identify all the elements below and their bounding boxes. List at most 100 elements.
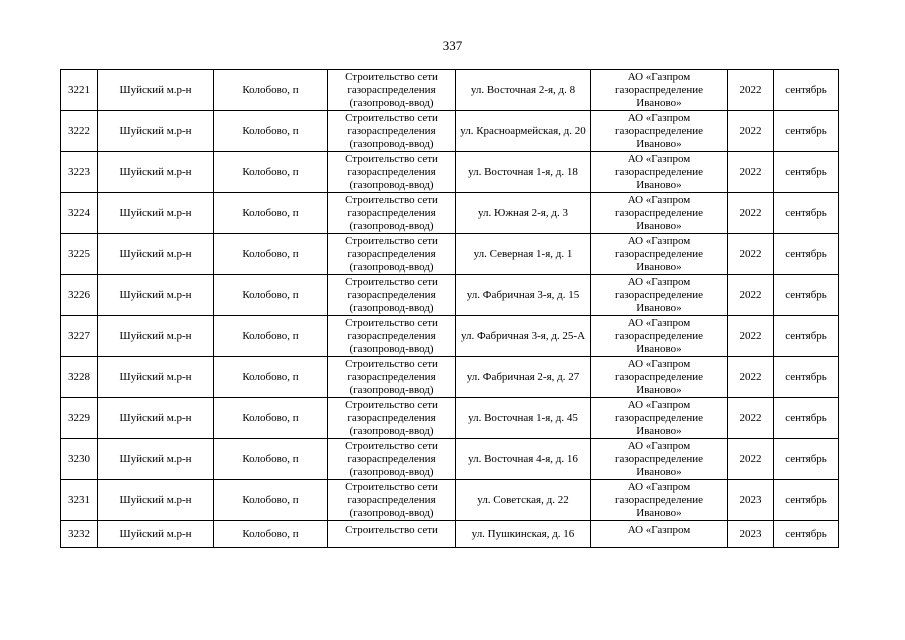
year-cell: 2022	[727, 397, 774, 439]
year-cell: 2022	[727, 192, 774, 234]
month-cell: сентябрь	[773, 520, 839, 548]
row-number: 3225	[60, 233, 98, 275]
month-cell: сентябрь	[773, 356, 839, 398]
work-type-cell: Строительство сети газораспределения (га…	[327, 151, 456, 193]
settlement-cell: Колобово, п	[213, 397, 328, 439]
organization-cell: АО «Газпром газораспределение Иваново»	[590, 274, 728, 316]
district-cell: Шуйский м.р-н	[97, 233, 214, 275]
address-cell: ул. Советская, д. 22	[455, 479, 591, 521]
month-cell: сентябрь	[773, 274, 839, 316]
address-cell: ул. Фабричная 3-я, д. 25-А	[455, 315, 591, 357]
year-cell: 2022	[727, 110, 774, 152]
year-cell: 2023	[727, 479, 774, 521]
year-cell: 2022	[727, 438, 774, 480]
work-type-cell: Строительство сети газораспределения (га…	[327, 110, 456, 152]
organization-cell: АО «Газпром газораспределение Иваново»	[590, 397, 728, 439]
district-cell: Шуйский м.р-н	[97, 356, 214, 398]
work-type-cell: Строительство сети газораспределения (га…	[327, 315, 456, 357]
work-type-cell: Строительство сети газораспределения (га…	[327, 397, 456, 439]
year-cell: 2022	[727, 151, 774, 193]
table-row: 3223 Шуйский м.р-н Колобово, п Строительств…	[60, 151, 839, 193]
row-number: 3221	[60, 69, 98, 111]
organization-cell: АО «Газпром газораспределение Иваново»	[590, 233, 728, 275]
month-cell: сентябрь	[773, 438, 839, 480]
table-row: 3221 Шуйский м.р-н Колобово, п Строительств…	[60, 69, 839, 111]
organization-cell: АО «Газпром газораспределение Иваново»	[590, 151, 728, 193]
district-cell: Шуйский м.р-н	[97, 69, 214, 111]
settlement-cell: Колобово, п	[213, 438, 328, 480]
year-cell: 2022	[727, 233, 774, 275]
table-row: 3231 Шуйский м.р-н Колобово, п Строительств…	[60, 479, 839, 521]
organization-cell: АО «Газпром газораспределение Иваново»	[590, 356, 728, 398]
row-number: 3226	[60, 274, 98, 316]
address-cell: ул. Восточная 4-я, д. 16	[455, 438, 591, 480]
work-type-cell: Строительство сети газораспределения (га…	[327, 274, 456, 316]
month-cell: сентябрь	[773, 479, 839, 521]
row-number: 3232	[60, 520, 98, 548]
work-type-cell: Строительство сети газораспределения (га…	[327, 356, 456, 398]
table-row: 3224 Шуйский м.р-н Колобово, п Строительств…	[60, 192, 839, 234]
settlement-cell: Колобово, п	[213, 151, 328, 193]
district-cell: Шуйский м.р-н	[97, 110, 214, 152]
organization-cell: АО «Газпром газораспределение Иваново»	[590, 110, 728, 152]
district-cell: Шуйский м.р-н	[97, 274, 214, 316]
organization-cell: АО «Газпром газораспределение Иваново»	[590, 479, 728, 521]
district-cell: Шуйский м.р-н	[97, 438, 214, 480]
organization-cell: АО «Газпром газораспределение Иваново»	[590, 192, 728, 234]
table-row: 3227 Шуйский м.р-н Колобово, п Строительств…	[60, 315, 839, 357]
year-cell: 2022	[727, 274, 774, 316]
work-type-cell: Строительство сети газораспределения (га…	[327, 192, 456, 234]
address-cell: ул. Восточная 1-я, д. 45	[455, 397, 591, 439]
table-row: 3230 Шуйский м.р-н Колобово, п Строительств…	[60, 438, 839, 480]
month-cell: сентябрь	[773, 69, 839, 111]
organization-cell: АО «Газпром газораспределение Иваново»	[590, 438, 728, 480]
organization-cell: АО «Газпром	[590, 520, 728, 548]
settlement-cell: Колобово, п	[213, 233, 328, 275]
row-number: 3222	[60, 110, 98, 152]
organization-cell: АО «Газпром газораспределение Иваново»	[590, 315, 728, 357]
address-cell: ул. Красноармейская, д. 20	[455, 110, 591, 152]
page-number: 337	[442, 38, 463, 53]
address-cell: ул. Северная 1-я, д. 1	[455, 233, 591, 275]
year-cell: 2022	[727, 315, 774, 357]
work-type-cell: Строительство сети газораспределения (га…	[327, 479, 456, 521]
table-row: 3232 Шуйский м.р-н Колобово, п Строительств…	[60, 520, 839, 548]
year-cell: 2022	[727, 69, 774, 111]
district-cell: Шуйский м.р-н	[97, 479, 214, 521]
table-row: 3228 Шуйский м.р-н Колобово, п Строительств…	[60, 356, 839, 398]
settlement-cell: Колобово, п	[213, 192, 328, 234]
address-cell: ул. Восточная 2-я, д. 8	[455, 69, 591, 111]
table-row: 3226 Шуйский м.р-н Колобово, п Строительств…	[60, 274, 839, 316]
district-cell: Шуйский м.р-н	[97, 520, 214, 548]
settlement-cell: Колобово, п	[213, 520, 328, 548]
district-cell: Шуйский м.р-н	[97, 151, 214, 193]
month-cell: сентябрь	[773, 192, 839, 234]
district-cell: Шуйский м.р-н	[97, 192, 214, 234]
district-cell: Шуйский м.р-н	[97, 397, 214, 439]
work-type-cell: Строительство сети газораспределения (га…	[327, 69, 456, 111]
table-row: 3222 Шуйский м.р-н Колобово, п Строительств…	[60, 110, 839, 152]
settlement-cell: Колобово, п	[213, 274, 328, 316]
row-number: 3224	[60, 192, 98, 234]
row-number: 3227	[60, 315, 98, 357]
row-number: 3228	[60, 356, 98, 398]
table-row: 3229 Шуйский м.р-н Колобово, п Строительств…	[60, 397, 839, 439]
table-row: 3225 Шуйский м.р-н Колобово, п Строительств…	[60, 233, 839, 275]
work-type-cell: Строительство сети газораспределения (га…	[327, 233, 456, 275]
month-cell: сентябрь	[773, 397, 839, 439]
month-cell: сентябрь	[773, 151, 839, 193]
settlement-cell: Колобово, п	[213, 110, 328, 152]
year-cell: 2022	[727, 356, 774, 398]
gasification-schedule-table: 3221 Шуйский м.р-н Колобово, п Строительств…	[60, 69, 839, 548]
district-cell: Шуйский м.р-н	[97, 315, 214, 357]
work-type-cell: Строительство сети газораспределения (га…	[327, 438, 456, 480]
address-cell: ул. Фабричная 2-я, д. 27	[455, 356, 591, 398]
address-cell: ул. Пушкинская, д. 16	[455, 520, 591, 548]
address-cell: ул. Восточная 1-я, д. 18	[455, 151, 591, 193]
row-number: 3230	[60, 438, 98, 480]
address-cell: ул. Фабричная 3-я, д. 15	[455, 274, 591, 316]
organization-cell: АО «Газпром газораспределение Иваново»	[590, 69, 728, 111]
settlement-cell: Колобово, п	[213, 479, 328, 521]
settlement-cell: Колобово, п	[213, 356, 328, 398]
settlement-cell: Колобово, п	[213, 69, 328, 111]
